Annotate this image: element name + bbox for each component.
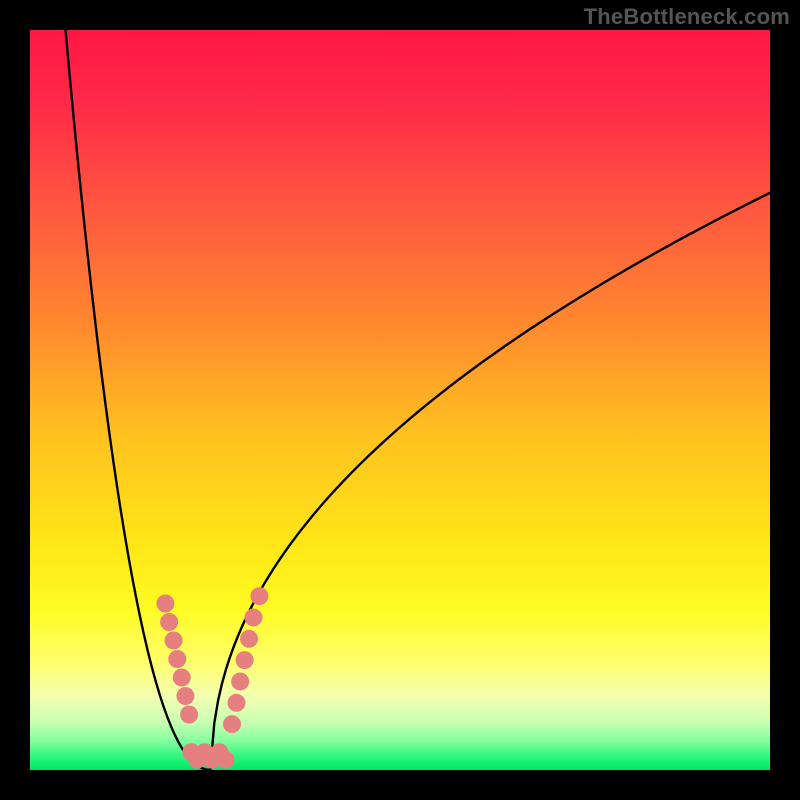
marker-dot xyxy=(223,715,241,733)
marker-dot xyxy=(168,650,186,668)
marker-dot xyxy=(173,669,191,687)
marker-dot xyxy=(250,587,268,605)
marker-dot xyxy=(160,613,178,631)
watermark-text: TheBottleneck.com xyxy=(584,4,790,30)
chart-container: TheBottleneck.com xyxy=(0,0,800,800)
plot-background xyxy=(30,30,770,770)
marker-dot xyxy=(216,751,234,769)
marker-dot xyxy=(156,595,174,613)
marker-dot xyxy=(176,687,194,705)
marker-dot xyxy=(180,706,198,724)
bottleneck-chart xyxy=(0,0,800,800)
marker-dot xyxy=(231,672,249,690)
marker-dot xyxy=(227,694,245,712)
marker-dot xyxy=(236,651,254,669)
marker-dot xyxy=(165,632,183,650)
marker-dot xyxy=(244,608,262,626)
marker-dot xyxy=(240,630,258,648)
